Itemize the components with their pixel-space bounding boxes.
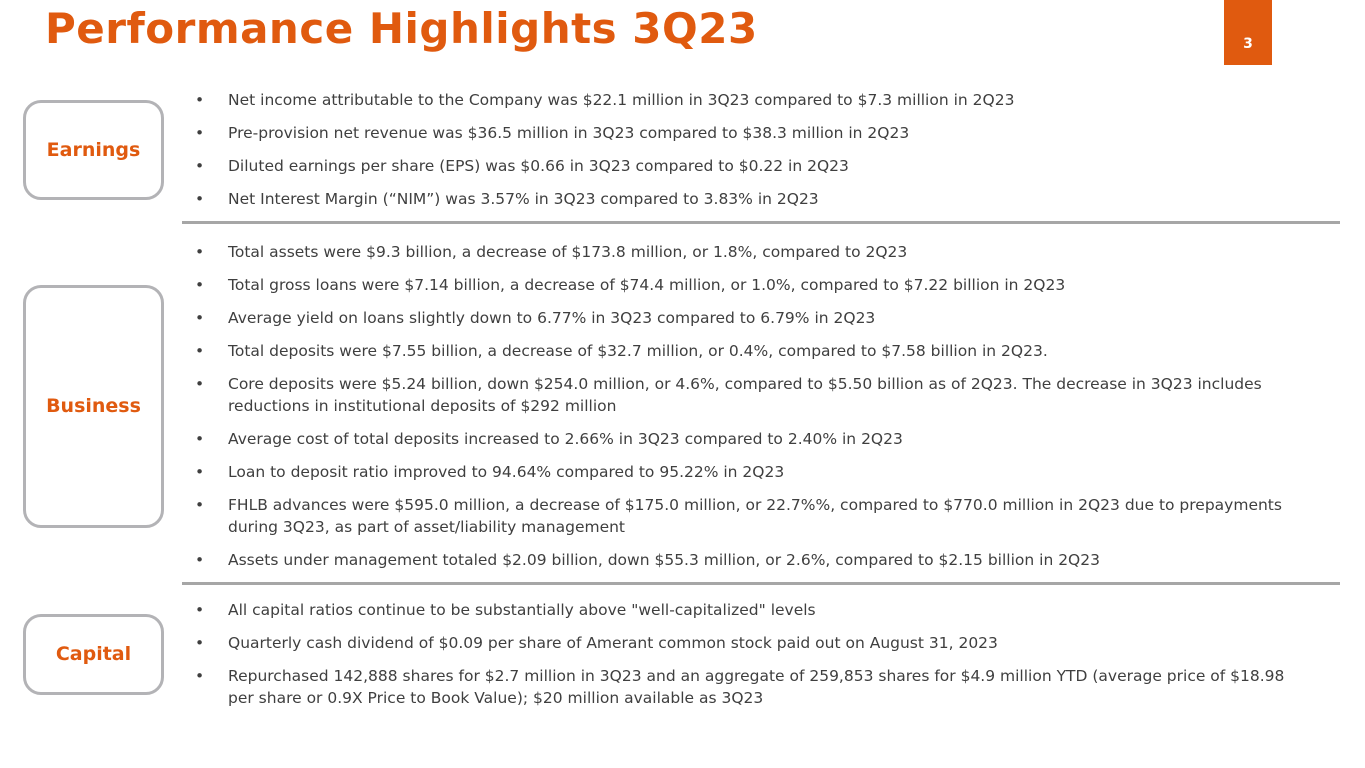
capital-label-column: Capital (0, 613, 182, 695)
business-bullet: Loan to deposit ratio improved to 94.64%… (182, 461, 1303, 483)
earnings-label-box: Earnings (23, 99, 164, 200)
business-bullet: Average yield on loans slightly down to … (182, 307, 1303, 329)
business-bullet: Total deposits were $7.55 billion, a dec… (182, 340, 1303, 362)
earnings-bullet: Diluted earnings per share (EPS) was $0.… (182, 155, 1303, 177)
capital-label: Capital (55, 643, 132, 665)
business-label-box: Business (23, 284, 164, 528)
section-divider (182, 582, 1340, 585)
earnings-label-column: Earnings (0, 99, 182, 200)
business-label: Business (46, 395, 141, 417)
section-divider (182, 221, 1340, 224)
business-bullet: Total assets were $9.3 billion, a decrea… (182, 241, 1303, 263)
page-number-badge: 3 (1224, 0, 1272, 65)
earnings-label: Earnings (46, 138, 141, 161)
business-bullet: Assets under management totaled $2.09 bi… (182, 549, 1303, 571)
section-earnings: Earnings Net income attributable to the … (0, 86, 1365, 212)
business-bullet-list: Total assets were $9.3 billion, a decrea… (182, 241, 1365, 571)
business-bullet: Total gross loans were $7.14 billion, a … (182, 274, 1303, 296)
slide-header: Performance Highlights 3Q23 3 (0, 0, 1365, 86)
earnings-bullet: Net income attributable to the Company w… (182, 89, 1303, 111)
capital-label-box: Capital (23, 613, 164, 695)
page-number: 3 (1243, 35, 1253, 52)
section-capital: Capital All capital ratios continue to b… (0, 597, 1365, 709)
business-bullet: Core deposits were $5.24 billion, down $… (182, 373, 1303, 417)
earnings-bullet-list: Net income attributable to the Company w… (182, 89, 1365, 210)
business-bullet: FHLB advances were $595.0 million, a dec… (182, 494, 1303, 538)
earnings-bullet: Net Interest Margin (“NIM”) was 3.57% in… (182, 188, 1303, 210)
section-business: Business Total assets were $9.3 billion,… (0, 239, 1365, 573)
capital-bullet: Quarterly cash dividend of $0.09 per sha… (182, 632, 1303, 654)
capital-bullet: Repurchased 142,888 shares for $2.7 mill… (182, 665, 1303, 709)
slide-title: Performance Highlights 3Q23 (45, 4, 758, 53)
capital-bullet: All capital ratios continue to be substa… (182, 599, 1303, 621)
earnings-bullet: Pre-provision net revenue was $36.5 mill… (182, 122, 1303, 144)
business-bullet: Average cost of total deposits increased… (182, 428, 1303, 450)
business-label-column: Business (0, 284, 182, 528)
capital-bullet-list: All capital ratios continue to be substa… (182, 599, 1365, 709)
